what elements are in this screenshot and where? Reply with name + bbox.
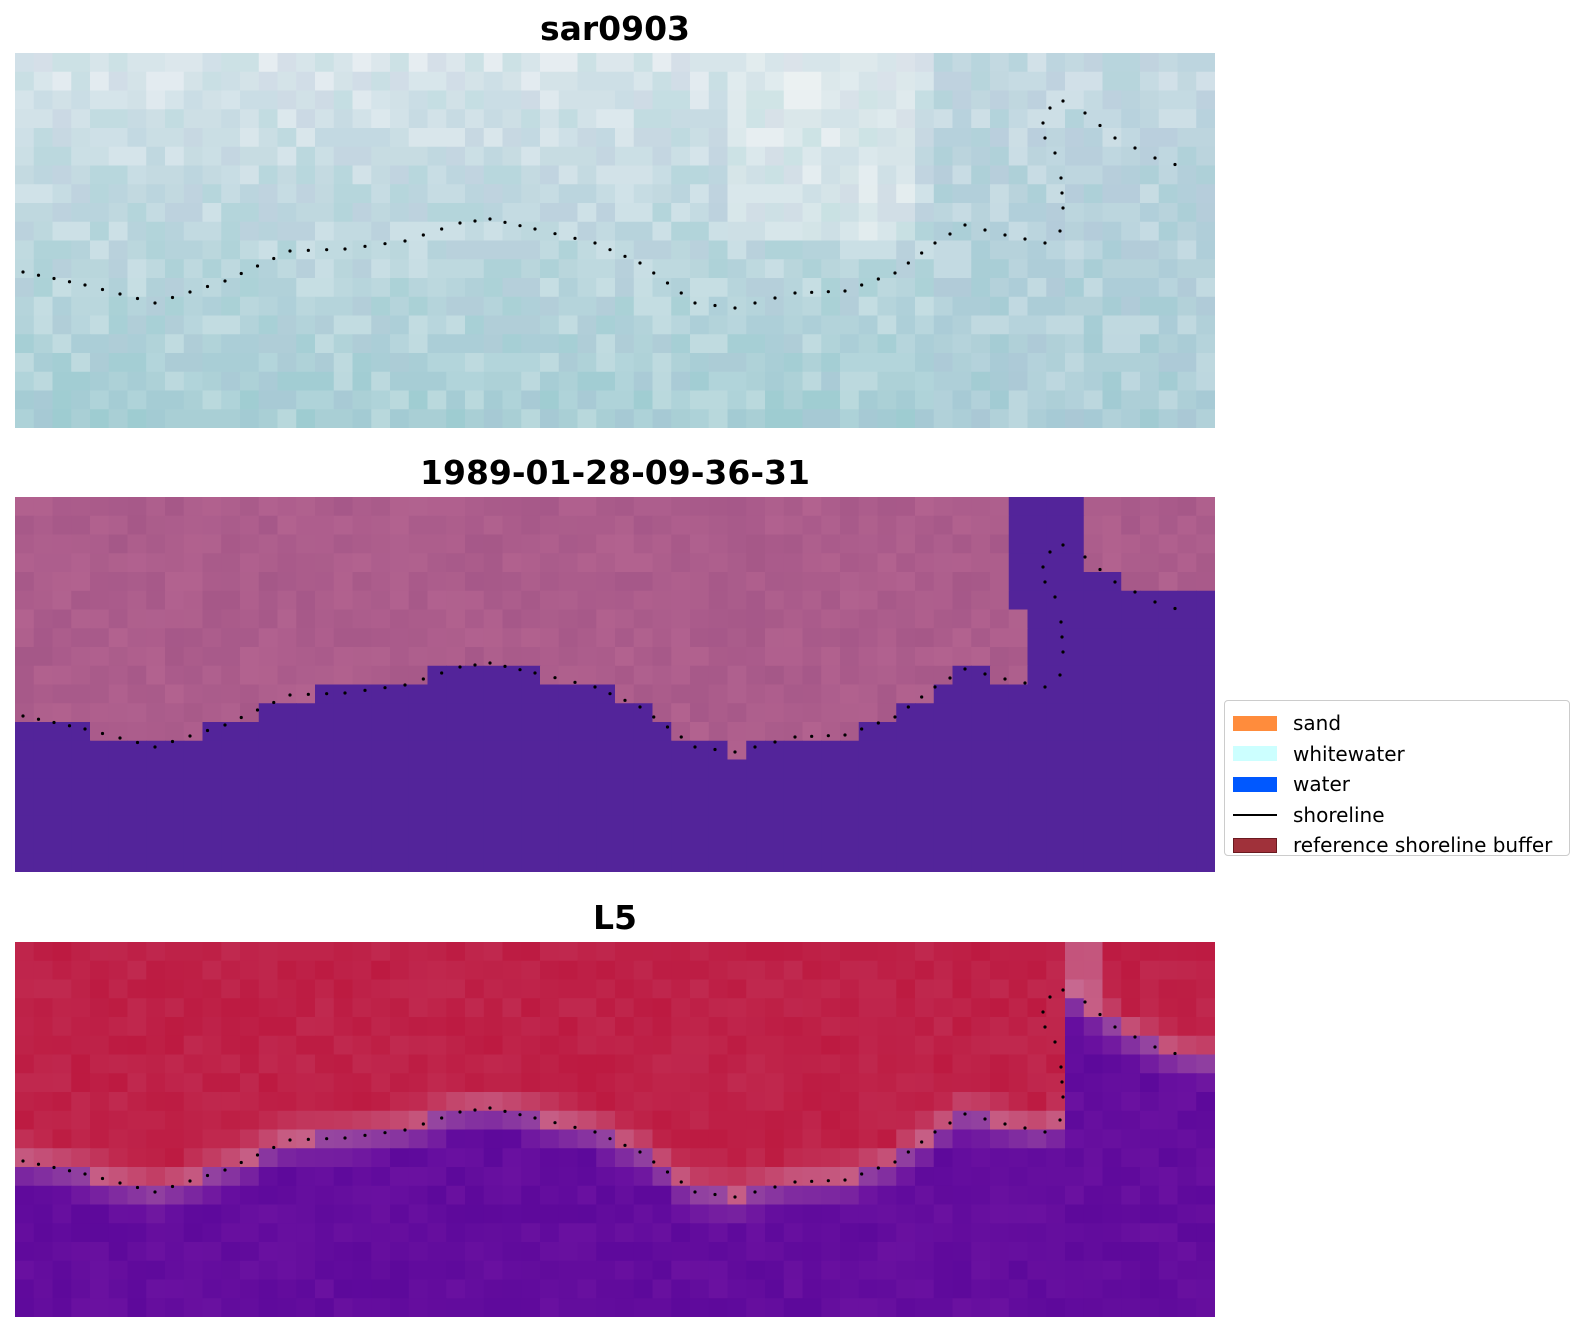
sar-image-panel [15, 53, 1215, 428]
legend-label-sand: sand [1293, 711, 1342, 736]
legend-item-reference-buffer: reference shoreline buffer [1233, 830, 1569, 861]
legend-item-whitewater: whitewater [1233, 739, 1569, 770]
legend-item-water: water [1233, 769, 1569, 800]
classified-image-panel [15, 497, 1215, 872]
classified-image [15, 497, 1215, 872]
legend-item-shoreline: shoreline [1233, 800, 1569, 831]
l5-image-panel [15, 942, 1215, 1317]
sar-image [15, 53, 1215, 428]
shoreline-dots [21, 543, 1177, 754]
legend: sand whitewater water shoreline referenc… [1224, 700, 1570, 857]
l5-image [15, 942, 1215, 1317]
legend-swatch-water [1233, 776, 1277, 792]
legend-label-whitewater: whitewater [1293, 741, 1405, 766]
legend-label-water: water [1293, 772, 1350, 797]
panel-title-l5: L5 [593, 898, 637, 937]
shoreline-dots [21, 988, 1177, 1199]
legend-swatch-sand [1233, 715, 1277, 731]
panel-title-classified: 1989-01-28-09-36-31 [420, 453, 810, 492]
legend-label-reference-buffer: reference shoreline buffer [1293, 833, 1553, 858]
legend-swatch-shoreline [1233, 813, 1277, 816]
legend-swatch-whitewater [1233, 746, 1277, 762]
legend-swatch-reference-buffer [1233, 837, 1277, 853]
legend-item-sand: sand [1233, 708, 1569, 739]
shoreline-dots [21, 99, 1177, 310]
legend-label-shoreline: shoreline [1293, 802, 1385, 827]
panel-title-sar: sar0903 [539, 9, 691, 48]
